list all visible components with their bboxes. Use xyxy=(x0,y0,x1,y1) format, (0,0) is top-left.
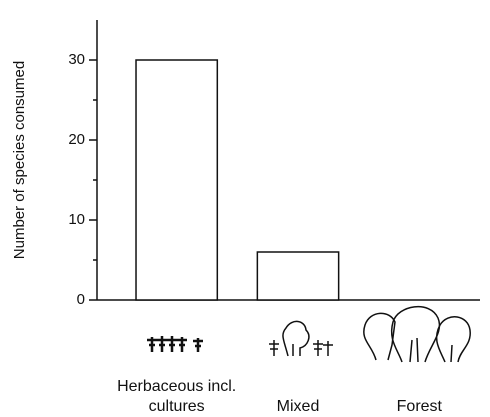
y-tick-label: 10 xyxy=(68,211,85,228)
bar xyxy=(256,251,340,301)
x-tick-label: Forest xyxy=(396,398,442,415)
y-tick-label: 0 xyxy=(77,291,85,308)
y-tick-label: 20 xyxy=(68,131,85,148)
mixed-icon xyxy=(269,320,333,357)
bar xyxy=(135,59,219,301)
herbaceous-icon xyxy=(147,336,203,352)
y-tick-label: 30 xyxy=(68,51,85,68)
y-axis-label: Number of species consumed xyxy=(11,61,28,259)
x-tick-label: Mixed xyxy=(276,398,320,415)
x-tick-label: Herbaceous incl. cultures xyxy=(117,378,237,415)
forest-icon xyxy=(363,305,471,363)
